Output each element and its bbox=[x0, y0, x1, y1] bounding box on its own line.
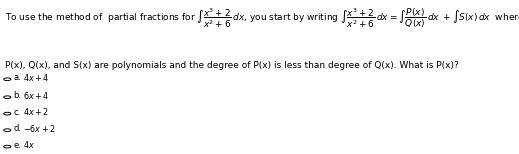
Text: b.: b. bbox=[13, 91, 21, 100]
Text: a.: a. bbox=[13, 73, 21, 82]
Text: $-6x+2$: $-6x+2$ bbox=[23, 123, 56, 134]
Text: $4x$: $4x$ bbox=[23, 139, 35, 150]
Text: $4x+2$: $4x+2$ bbox=[23, 106, 49, 117]
Text: e.: e. bbox=[13, 141, 21, 150]
Text: c.: c. bbox=[13, 108, 20, 117]
Text: d.: d. bbox=[13, 124, 21, 133]
Text: $4x+4$: $4x+4$ bbox=[23, 72, 49, 83]
Text: $6x+4$: $6x+4$ bbox=[23, 90, 49, 101]
Text: P(x), Q(x), and S(x) are polynomials and the degree of P(x) is less than degree : P(x), Q(x), and S(x) are polynomials and… bbox=[5, 61, 459, 70]
Text: To use the method of  partial fractions for $\int \dfrac{x^3+2}{x^2+6}\,dx$, you: To use the method of partial fractions f… bbox=[5, 6, 519, 30]
